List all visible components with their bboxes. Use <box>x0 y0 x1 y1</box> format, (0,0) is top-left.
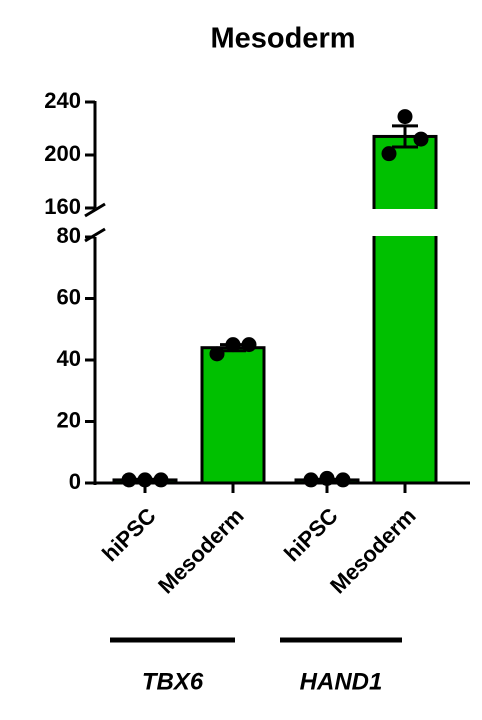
data-point <box>137 472 153 488</box>
x-tick-label: Mesoderm <box>325 503 420 598</box>
y-tick-label: 200 <box>44 141 81 166</box>
data-point <box>397 109 413 125</box>
data-point <box>319 470 335 486</box>
chart-title: Mesoderm <box>210 23 355 55</box>
bar-break-gap <box>371 209 439 236</box>
y-tick-label: 20 <box>57 407 81 432</box>
data-point <box>153 472 169 488</box>
axis-break <box>84 202 106 218</box>
group-label: HAND1 <box>300 668 383 695</box>
data-point <box>413 131 429 147</box>
data-point <box>303 472 319 488</box>
y-tick-label: 60 <box>57 284 81 309</box>
x-tick-label: hiPSC <box>97 503 161 567</box>
data-point <box>335 472 351 488</box>
data-point <box>225 337 241 353</box>
y-tick-label: 160 <box>44 194 81 219</box>
bar <box>372 134 438 485</box>
data-point <box>241 337 257 353</box>
group-label: TBX6 <box>142 668 204 695</box>
data-point <box>209 346 225 362</box>
x-tick-label: Mesoderm <box>153 503 248 598</box>
y-tick-label: 40 <box>57 346 81 371</box>
y-tick-label: 0 <box>69 469 81 494</box>
y-tick-label: 80 <box>57 223 81 248</box>
data-point <box>381 146 397 162</box>
error-bar <box>392 124 418 149</box>
axis-break <box>84 227 106 243</box>
y-tick-label: 240 <box>44 88 81 113</box>
data-point <box>121 472 137 488</box>
bar <box>200 346 266 485</box>
x-tick-label: hiPSC <box>279 503 343 567</box>
